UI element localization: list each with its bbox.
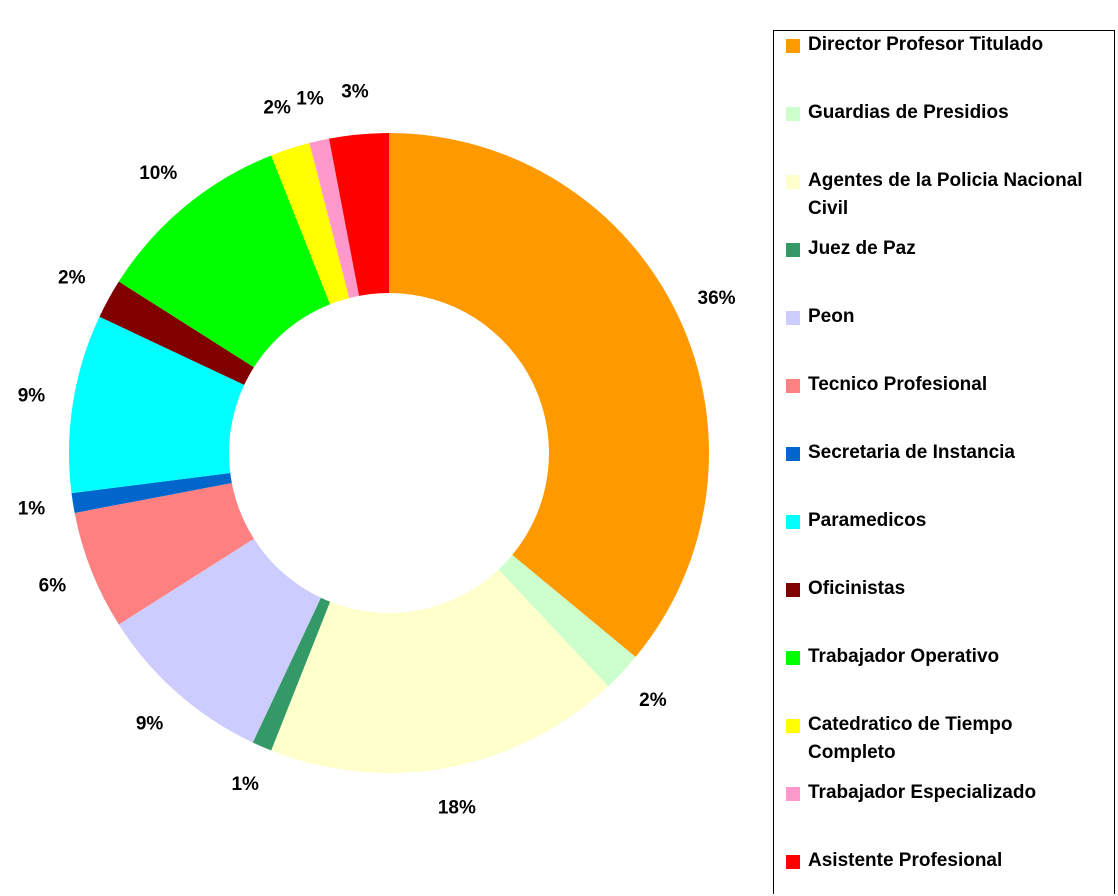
data-label: 6%	[39, 575, 67, 596]
legend-label: Paramedicos	[808, 510, 927, 531]
slice	[389, 133, 709, 657]
slice	[309, 138, 360, 299]
legend-swatch	[786, 583, 800, 597]
legend-item: Tecnico Profesional	[786, 374, 1111, 399]
legend-item: Catedratico de Tiempo Completo	[786, 714, 1111, 767]
slice	[71, 473, 232, 513]
legend-label: Tecnico Profesional	[808, 374, 988, 395]
legend-item: Guardias de Presidios	[786, 102, 1111, 127]
data-label: 2%	[639, 690, 667, 711]
slice	[271, 569, 609, 773]
legend-label: Asistente Profesional	[808, 850, 1003, 871]
slice	[68, 316, 245, 494]
data-label: 9%	[18, 385, 46, 406]
legend-label: Guardias de Presidios	[808, 102, 1009, 123]
slice	[329, 133, 389, 296]
data-label: 1%	[296, 89, 324, 110]
legend-label: Juez de Paz	[808, 238, 916, 259]
data-label: 9%	[136, 714, 164, 735]
legend-swatch	[786, 719, 800, 733]
data-label: 18%	[438, 798, 476, 819]
legend-swatch	[786, 651, 800, 665]
data-label: 2%	[263, 98, 291, 119]
legend-item: Peon	[786, 306, 1111, 331]
data-label: 3%	[341, 82, 369, 103]
slice	[252, 597, 331, 751]
legend-item: Trabajador Especializado	[786, 782, 1111, 807]
legend-label: Secretaria de Instancia	[808, 442, 1015, 463]
data-label: 2%	[58, 268, 86, 289]
chart: 36%2%18%1%9%6%1%9%2%10%2% 1% 3%	[18, 82, 736, 819]
slice	[118, 155, 331, 368]
legend-label: Peon	[808, 306, 855, 327]
data-label: 1%	[18, 499, 46, 520]
data-label: 10%	[139, 163, 177, 184]
legend-swatch	[786, 447, 800, 461]
legend-label: Director Profesor Titulado	[808, 34, 1044, 55]
data-label: 36%	[698, 288, 736, 309]
slice	[271, 143, 350, 305]
legend-swatch	[786, 243, 800, 257]
legend-label: Trabajador Operativo	[808, 646, 1000, 667]
legend-item: Secretaria de Instancia	[786, 442, 1111, 467]
legend-swatch	[786, 311, 800, 325]
legend-item: Oficinistas	[786, 578, 1111, 603]
legend-item: Asistente Profesional	[786, 850, 1111, 875]
slice	[498, 554, 636, 687]
slice	[118, 538, 321, 743]
legend-swatch	[786, 855, 800, 869]
legend-swatch	[786, 515, 800, 529]
legend-item: Paramedicos	[786, 510, 1111, 535]
legend-item: Agentes de la Policia Nacional Civil	[786, 170, 1111, 223]
data-label: 1%	[231, 774, 259, 795]
legend-label: Trabajador Especializado	[808, 782, 1037, 803]
legend-item: Juez de Paz	[786, 238, 1111, 263]
legend: Director Profesor Titulado Guardias de Pr…	[773, 30, 1115, 894]
legend-swatch	[786, 175, 800, 189]
legend-label: Oficinistas	[808, 578, 906, 599]
legend-swatch	[786, 39, 800, 53]
legend-item: Director Profesor Titulado	[786, 34, 1111, 59]
legend-item: Trabajador Operativo	[786, 646, 1111, 671]
legend-swatch	[786, 107, 800, 121]
legend-label: Agentes de la Policia Nacional Civil	[808, 170, 1083, 219]
legend-label: Catedratico de Tiempo Completo	[808, 714, 1013, 763]
slice	[99, 281, 254, 385]
legend-swatch	[786, 379, 800, 393]
legend-swatch	[786, 787, 800, 801]
slice	[74, 482, 254, 625]
